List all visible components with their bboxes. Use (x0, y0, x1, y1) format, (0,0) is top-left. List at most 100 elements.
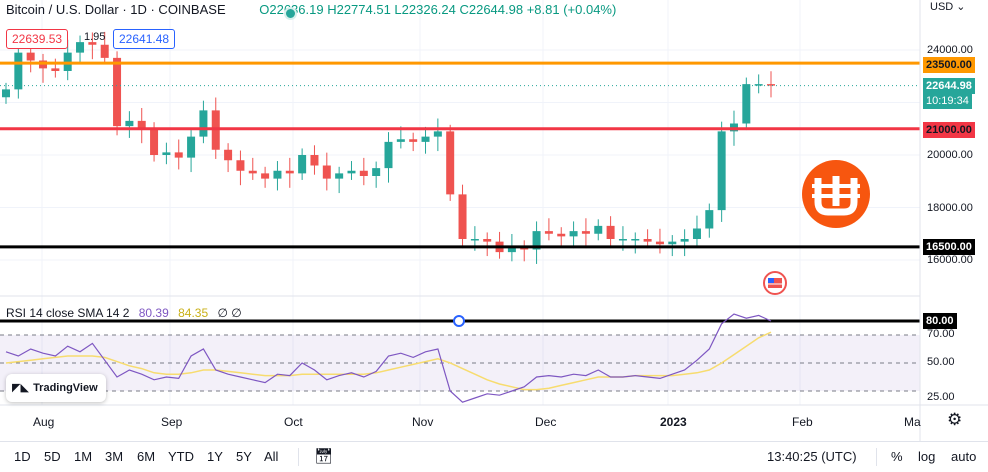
candle-body (261, 173, 270, 179)
candle-body (446, 131, 455, 195)
bottom-toolbar: 1D 5D 1M 3M 6M YTD 1Y 5Y All 📅︎ 13:40:25… (0, 441, 988, 472)
candle-body (150, 128, 159, 155)
level-drag-handle (453, 315, 465, 327)
range-button-ytd[interactable]: YTD (168, 449, 194, 464)
range-button-1y[interactable]: 1Y (207, 449, 223, 464)
events-flag-icon[interactable] (762, 271, 790, 295)
candle-body (643, 239, 652, 242)
date-range-icon[interactable]: 📅︎ (314, 448, 334, 465)
time-tick: Dec (535, 415, 557, 429)
symbol-title[interactable]: Bitcoin / U.S. Dollar · 1D · COINBASE (6, 2, 226, 17)
rsi-tick: 50.00 (927, 356, 955, 368)
candle-body (137, 120, 146, 129)
range-button-6m[interactable]: 6M (137, 449, 156, 464)
time-tick: Sep (161, 415, 183, 429)
candle-body (76, 42, 85, 53)
range-button-1m[interactable]: 1M (74, 449, 93, 464)
candle-body (125, 120, 134, 127)
candle-body (113, 57, 122, 127)
clock-time[interactable]: 13:40:25 (UTC) (767, 449, 857, 464)
tradingview-logo-text: TradingView (33, 382, 98, 394)
candle-body (2, 89, 10, 98)
candle-body (409, 139, 418, 142)
rsi-sma-line (5, 331, 772, 391)
chart-canvas[interactable] (0, 0, 988, 441)
candlestick-series (2, 31, 775, 264)
candle-body (692, 228, 701, 239)
range-button-all[interactable]: All (264, 449, 279, 464)
level-tag-16500: 16500.00 (923, 239, 975, 255)
candle-body (335, 173, 344, 179)
time-tick: 2023 (660, 415, 687, 429)
ask-price-button[interactable]: 22641.48 (113, 29, 176, 49)
candle-body (594, 225, 603, 234)
auto-toggle[interactable]: auto (951, 449, 977, 464)
candle-body (273, 170, 282, 179)
candle-body (569, 231, 578, 237)
rsi-indicator-name: RSI 14 close SMA 14 2 (6, 306, 130, 320)
candle-body (174, 152, 183, 158)
candle-body (483, 239, 492, 242)
candle-body (88, 42, 97, 45)
candle-body (384, 141, 393, 169)
range-button-5d[interactable]: 5D (44, 449, 61, 464)
level-tag-23500: 23500.00 (923, 57, 975, 73)
settings-gear-icon[interactable]: ⚙ (947, 410, 963, 429)
candle-body (581, 231, 590, 234)
candle-body (26, 52, 35, 61)
chart-header: Bitcoin / U.S. Dollar · 1D · COINBASE O2… (6, 2, 616, 17)
market-status-icon (284, 7, 297, 20)
candle-body (285, 170, 294, 174)
candle-body (507, 246, 516, 253)
ohlc-values: O22636.19 H22774.51 L22326.24 C22644.98 … (259, 2, 617, 17)
candle-body (544, 231, 553, 234)
currency-selector[interactable]: USD ⌄ (930, 0, 966, 13)
candle-body (668, 241, 677, 245)
candle-body (372, 168, 381, 176)
candle-body (557, 233, 566, 237)
candle-body (248, 170, 257, 174)
tradingview-logo-icon: ◤◣ (12, 382, 29, 394)
toolbar-divider (876, 448, 877, 466)
rsi-extra-values: ∅ ∅ (217, 306, 242, 320)
price-tick: 20000.00 (927, 149, 973, 161)
chevron-down-icon: ⌄ (956, 1, 966, 13)
rsi-level-tag: 80.00 (923, 313, 957, 329)
price-tick: 16000.00 (927, 254, 973, 266)
rsi-legend[interactable]: RSI 14 close SMA 14 2 80.39 84.35 ∅ ∅ (6, 306, 242, 320)
range-button-3m[interactable]: 3M (105, 449, 124, 464)
candle-body (680, 239, 689, 242)
candle-body (236, 160, 245, 171)
last-price-tag: 22644.98 (923, 78, 975, 94)
range-button-1d[interactable]: 1D (14, 449, 31, 464)
candle-body (655, 241, 664, 245)
candle-body (470, 239, 479, 241)
bid-price-button[interactable]: 22639.53 (6, 29, 69, 49)
percent-toggle[interactable]: % (891, 449, 903, 464)
spread-value: 1.95 (84, 31, 106, 43)
candle-body (767, 84, 775, 86)
candle-body (742, 84, 751, 124)
candle-body (458, 194, 467, 239)
candle-body (187, 136, 196, 158)
log-toggle[interactable]: log (918, 449, 936, 464)
candle-body (359, 170, 368, 176)
candle-body (717, 131, 726, 211)
candle-body (433, 131, 442, 137)
candle-body (705, 210, 714, 229)
candle-body (606, 225, 615, 239)
level-tag-21000: 21000.00 (923, 122, 975, 138)
range-button-5y[interactable]: 5Y (236, 449, 252, 464)
candle-body (162, 152, 171, 155)
rsi-tick: 70.00 (927, 328, 955, 340)
time-tick: Ma (904, 415, 921, 429)
candle-body (51, 68, 60, 71)
price-tick: 18000.00 (927, 202, 973, 214)
candle-body (421, 136, 430, 142)
tradingview-logo[interactable]: ◤◣ TradingView (6, 374, 106, 402)
candle-body (199, 110, 208, 137)
candle-body (618, 239, 627, 241)
candle-body (310, 155, 319, 166)
candle-body (224, 149, 233, 161)
candle-body (14, 52, 23, 90)
